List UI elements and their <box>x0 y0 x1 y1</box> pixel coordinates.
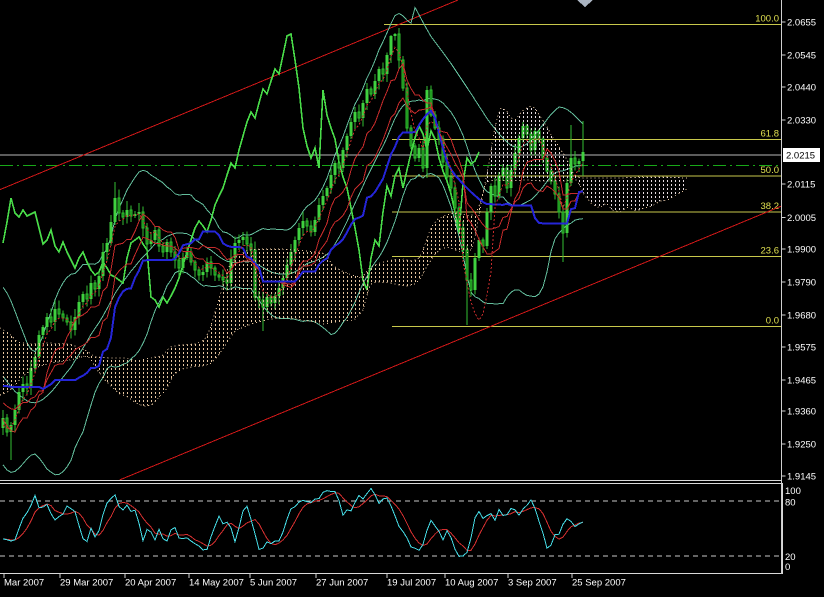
svg-text:1.9790: 1.9790 <box>787 278 816 289</box>
svg-text:10 Aug 2007: 10 Aug 2007 <box>445 578 498 589</box>
svg-text:14 May 2007: 14 May 2007 <box>189 578 244 589</box>
svg-text:2.0215: 2.0215 <box>786 151 815 162</box>
svg-text:Mar 2007: Mar 2007 <box>4 578 44 589</box>
svg-text:20: 20 <box>785 552 796 563</box>
svg-text:2.0655: 2.0655 <box>787 18 816 29</box>
svg-text:27 Jun 2007: 27 Jun 2007 <box>316 578 368 589</box>
svg-text:38.2: 38.2 <box>761 201 780 212</box>
svg-text:2.0440: 2.0440 <box>787 83 816 94</box>
svg-text:3 Sep 2007: 3 Sep 2007 <box>508 578 557 589</box>
svg-text:5 Jun 2007: 5 Jun 2007 <box>250 578 297 589</box>
svg-text:19 Jul 2007: 19 Jul 2007 <box>387 578 436 589</box>
svg-text:1.9145: 1.9145 <box>787 472 816 483</box>
svg-text:1.9900: 1.9900 <box>787 245 816 256</box>
svg-text:80: 80 <box>785 497 796 508</box>
svg-text:2.0330: 2.0330 <box>787 116 816 127</box>
svg-text:1.9250: 1.9250 <box>787 440 816 451</box>
svg-text:1.9360: 1.9360 <box>787 407 816 418</box>
svg-text:20 Apr 2007: 20 Apr 2007 <box>125 578 176 589</box>
svg-text:23.6: 23.6 <box>761 246 780 257</box>
svg-text:29 Mar 2007: 29 Mar 2007 <box>60 578 113 589</box>
svg-text:1.9680: 1.9680 <box>787 311 816 322</box>
svg-text:100.0: 100.0 <box>755 14 779 25</box>
svg-text:2.0005: 2.0005 <box>787 213 816 224</box>
svg-text:100: 100 <box>785 486 801 497</box>
svg-text:0: 0 <box>785 562 790 573</box>
svg-text:1.9465: 1.9465 <box>787 376 816 387</box>
svg-text:1.9575: 1.9575 <box>787 343 816 354</box>
svg-text:0.0: 0.0 <box>766 315 779 326</box>
svg-text:50.0: 50.0 <box>761 165 780 176</box>
svg-text:2.0115: 2.0115 <box>787 180 815 191</box>
svg-text:25 Sep 2007: 25 Sep 2007 <box>572 578 626 589</box>
svg-text:61.8: 61.8 <box>761 129 780 140</box>
svg-text:2.0545: 2.0545 <box>787 51 816 62</box>
